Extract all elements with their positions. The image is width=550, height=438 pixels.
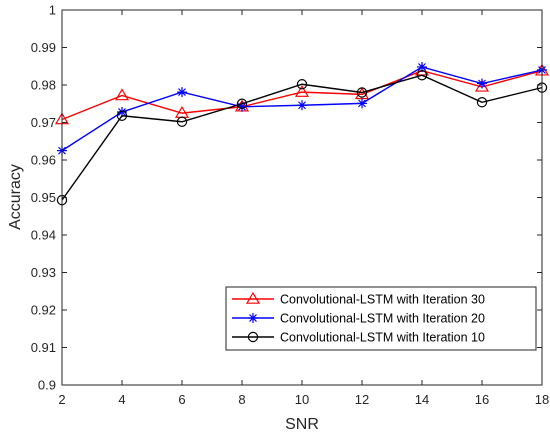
y-tick-label: 0.96 xyxy=(31,153,56,168)
legend-label: Convolutional-LSTM with Iteration 30 xyxy=(280,293,485,307)
y-tick-label: 0.98 xyxy=(31,78,56,93)
data-point-series-2 xyxy=(297,100,307,111)
legend-marker xyxy=(248,313,258,323)
legend-entry-2: Convolutional-LSTM with Iteration 20 xyxy=(232,312,485,326)
data-point-series-3 xyxy=(356,87,368,98)
data-point-series-3 xyxy=(176,116,188,127)
x-tick-label: 4 xyxy=(118,392,125,407)
data-point-series-1 xyxy=(294,84,310,97)
x-tick-label: 8 xyxy=(238,392,245,407)
ticks-layer: 2 4 6 8 10 12 14 16 18 0.9 0.91 0.92 0.93 0.94 0.95 0.9… xyxy=(31,3,550,408)
x-tick-label: 14 xyxy=(415,392,429,407)
data-point-series-3 xyxy=(416,70,428,81)
y-axis-label: Accuracy xyxy=(7,164,24,230)
legend-label: Convolutional-LSTM with Iteration 20 xyxy=(280,312,485,326)
data-point-series-1 xyxy=(114,88,130,101)
y-tick-label: 0.99 xyxy=(31,40,56,55)
data-point-series-2 xyxy=(177,87,187,98)
series-line-3 xyxy=(61,74,543,201)
y-tick-label: 0.93 xyxy=(31,265,56,280)
legend-label: Convolutional-LSTM with Iteration 10 xyxy=(280,331,485,345)
x-tick-label: 18 xyxy=(535,392,549,407)
data-point-series-3 xyxy=(296,79,308,90)
legend-marker xyxy=(247,331,259,343)
legend-box xyxy=(225,286,537,351)
data-point-series-3 xyxy=(476,97,488,108)
x-tick-label: 10 xyxy=(295,392,309,407)
x-tick-label: 16 xyxy=(475,392,489,407)
legend-marker xyxy=(245,291,261,304)
data-point-series-2 xyxy=(417,62,427,72)
data-point-series-3 xyxy=(236,98,248,109)
legend-entry-1: Convolutional-LSTM with Iteration 30 xyxy=(232,291,485,307)
series-layer xyxy=(54,62,550,206)
y-tick-label: 0.9 xyxy=(38,378,56,393)
y-tick-label: 0.95 xyxy=(31,190,56,205)
x-tick-label: 2 xyxy=(58,392,65,407)
x-axis-label: SNR xyxy=(285,416,319,433)
y-tick-label: 0.97 xyxy=(31,115,56,130)
y-tick-label: 0.91 xyxy=(31,340,56,355)
series-line-1 xyxy=(61,70,543,121)
y-tick-label: 0.92 xyxy=(31,303,56,318)
y-tick-label: 1 xyxy=(49,3,56,18)
data-point-series-3 xyxy=(116,110,128,121)
x-tick-label: 6 xyxy=(178,392,185,407)
data-point-series-2 xyxy=(477,78,487,89)
y-tick-label: 0.94 xyxy=(31,228,56,243)
x-tick-label: 12 xyxy=(355,392,369,407)
data-point-series-2 xyxy=(357,98,367,109)
legend-entry-3: Convolutional-LSTM with Iteration 10 xyxy=(232,331,485,345)
legend: Convolutional-LSTM with Iteration 30 Conv… xyxy=(225,286,537,351)
